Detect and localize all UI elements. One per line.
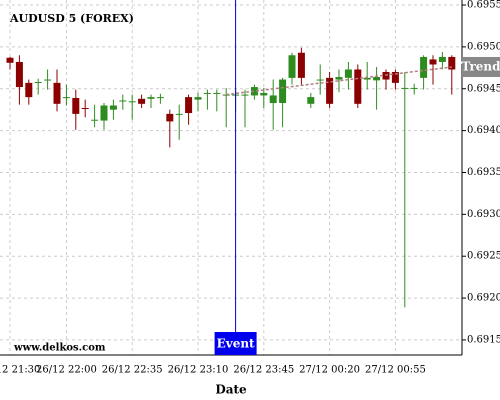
candle-body (15, 61, 23, 88)
x-tick-label: 27/12 00:55 (365, 365, 426, 376)
candle-body (91, 119, 99, 121)
candle-body (288, 55, 296, 78)
x-tick-label: 26/12 23:10 (168, 365, 229, 376)
candle-body (6, 57, 14, 63)
candle-body (420, 56, 428, 78)
marks (6, 0, 456, 355)
candle-body (166, 113, 174, 122)
candle-body (203, 92, 211, 94)
candle-body (297, 52, 305, 78)
x-tick-label: 26/12 21:30 (0, 365, 40, 376)
candle-body (391, 72, 399, 83)
chart-title: AUDUSD 5 (FOREX) (9, 12, 134, 25)
candle-body (260, 92, 268, 96)
y-tick-label: 0.6945 (467, 83, 500, 94)
candle-body (373, 77, 381, 81)
candle-body (250, 87, 258, 96)
trend-line (226, 66, 452, 96)
candle-body (410, 87, 418, 89)
watermark: www.delkos.com (13, 343, 106, 354)
x-axis-title: Date (215, 383, 247, 397)
candle-body (316, 79, 324, 81)
candle-body (147, 97, 155, 99)
event-label-box (214, 332, 257, 355)
y-tick-label: 0.6940 (467, 125, 500, 136)
x-tick-label: 26/12 23:45 (233, 365, 294, 376)
candle-body (53, 82, 61, 104)
candle-body (185, 97, 193, 114)
labels: 0.6955 0.6950 0.6945 0.6940 0.6935 0.6930 0.69… (0, 0, 500, 376)
candle-body (44, 79, 52, 81)
candle-body (326, 77, 334, 104)
candle-body (222, 94, 230, 96)
y-tick-label: 0.6920 (467, 293, 500, 304)
y-tick-label: 0.6955 (467, 0, 500, 11)
trend-label: Trend (461, 59, 500, 73)
candle-body (307, 97, 315, 104)
candle-body (269, 95, 277, 103)
candle-body (25, 82, 33, 98)
x-tick-label: 27/12 00:20 (299, 365, 360, 376)
candle-body (72, 97, 80, 114)
candle-body (128, 101, 136, 103)
y-tick-label: 0.6925 (467, 251, 500, 262)
x-tick-label: 26/12 22:00 (36, 365, 97, 376)
candle-body (344, 69, 352, 78)
candle-body (213, 92, 221, 94)
candle-body (438, 56, 446, 62)
candle-body (119, 100, 127, 102)
y-tick-label: 0.6950 (467, 41, 500, 52)
candle-body (62, 97, 70, 99)
candle-body (448, 56, 456, 70)
x-tick-label: 26/12 22:35 (102, 365, 163, 376)
candle-body (279, 79, 287, 103)
candle-body (156, 97, 164, 99)
candle-body (138, 98, 146, 104)
candle-body (401, 87, 409, 89)
candle-body (241, 94, 249, 96)
candle-body (100, 105, 108, 121)
candle-body (109, 105, 117, 110)
candle-body (335, 77, 343, 80)
event-label: Event (217, 337, 255, 351)
trend-label-box (462, 56, 500, 77)
candle-body (34, 82, 42, 84)
candle-body (175, 113, 183, 115)
candle-body (363, 77, 371, 80)
candle-body (194, 97, 202, 100)
candle-body (81, 108, 89, 110)
y-tick-label: 0.6930 (467, 209, 500, 220)
y-tick-label: 0.6915 (467, 334, 500, 345)
y-tick-label: 0.6935 (467, 167, 500, 178)
candle-body (429, 59, 437, 65)
candle-body (354, 69, 362, 104)
